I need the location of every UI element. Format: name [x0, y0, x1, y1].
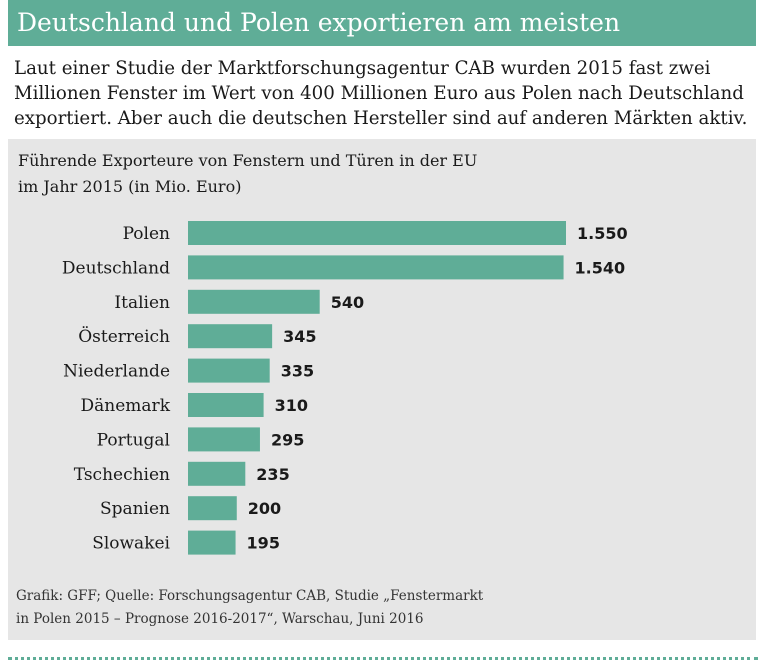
bar-italien — [188, 289, 320, 314]
dotted-divider — [8, 657, 758, 660]
value-label: 235 — [256, 465, 289, 484]
source-line: in Polen 2015 – Prognose 2016-2017“, War… — [16, 611, 424, 627]
bar-slowakei — [188, 530, 236, 555]
value-label: 310 — [275, 396, 308, 415]
bar-deutschland — [188, 255, 564, 280]
value-label: 195 — [247, 534, 280, 553]
source-line: Grafik: GFF; Quelle: Forschungsagentur C… — [16, 588, 484, 604]
value-label: 295 — [271, 430, 304, 449]
category-label: Portugal — [97, 430, 170, 450]
intro-line: exportiert. Aber auch die deutschen Hers… — [14, 108, 748, 129]
value-label: 335 — [281, 362, 314, 381]
header-bar: Deutschland und Polen exportieren am mei… — [8, 0, 756, 46]
value-label: 200 — [248, 499, 281, 518]
bar-spanien — [188, 496, 237, 521]
category-label: Dänemark — [81, 396, 171, 416]
category-label: Österreich — [78, 326, 170, 347]
intro-line: Laut einer Studie der Marktforschungsage… — [14, 58, 711, 79]
bar-dänemark — [188, 393, 264, 417]
page-title: Deutschland und Polen exportieren am mei… — [17, 8, 621, 37]
category-label: Slowakei — [92, 534, 170, 554]
bar-polen — [188, 221, 566, 245]
category-label: Italien — [114, 293, 170, 313]
bar-portugal — [188, 427, 260, 452]
bar-österreich — [188, 324, 273, 349]
category-label: Spanien — [100, 499, 170, 519]
value-label: 1.550 — [577, 224, 628, 243]
bar-niederlande — [188, 358, 270, 383]
value-label: 1.540 — [575, 258, 626, 277]
category-label: Polen — [123, 224, 170, 244]
value-label: 540 — [331, 293, 364, 312]
value-label: 345 — [283, 327, 316, 346]
category-label: Niederlande — [63, 362, 170, 382]
chart-title: Führende Exporteure von Fenstern und Tür… — [18, 148, 477, 200]
intro-line: Millionen Fenster im Wert von 400 Millio… — [14, 83, 744, 104]
chart-title-line: Führende Exporteure von Fenstern und Tür… — [18, 151, 478, 170]
category-label: Tschechien — [74, 465, 170, 485]
source-note: Grafik: GFF; Quelle: Forschungsagentur C… — [16, 585, 483, 631]
bar-tschechien — [188, 461, 246, 486]
intro-text: Laut einer Studie der Marktforschungsage… — [14, 56, 754, 131]
category-label: Deutschland — [62, 258, 170, 278]
chart-title-line: im Jahr 2015 (in Mio. Euro) — [18, 177, 242, 196]
